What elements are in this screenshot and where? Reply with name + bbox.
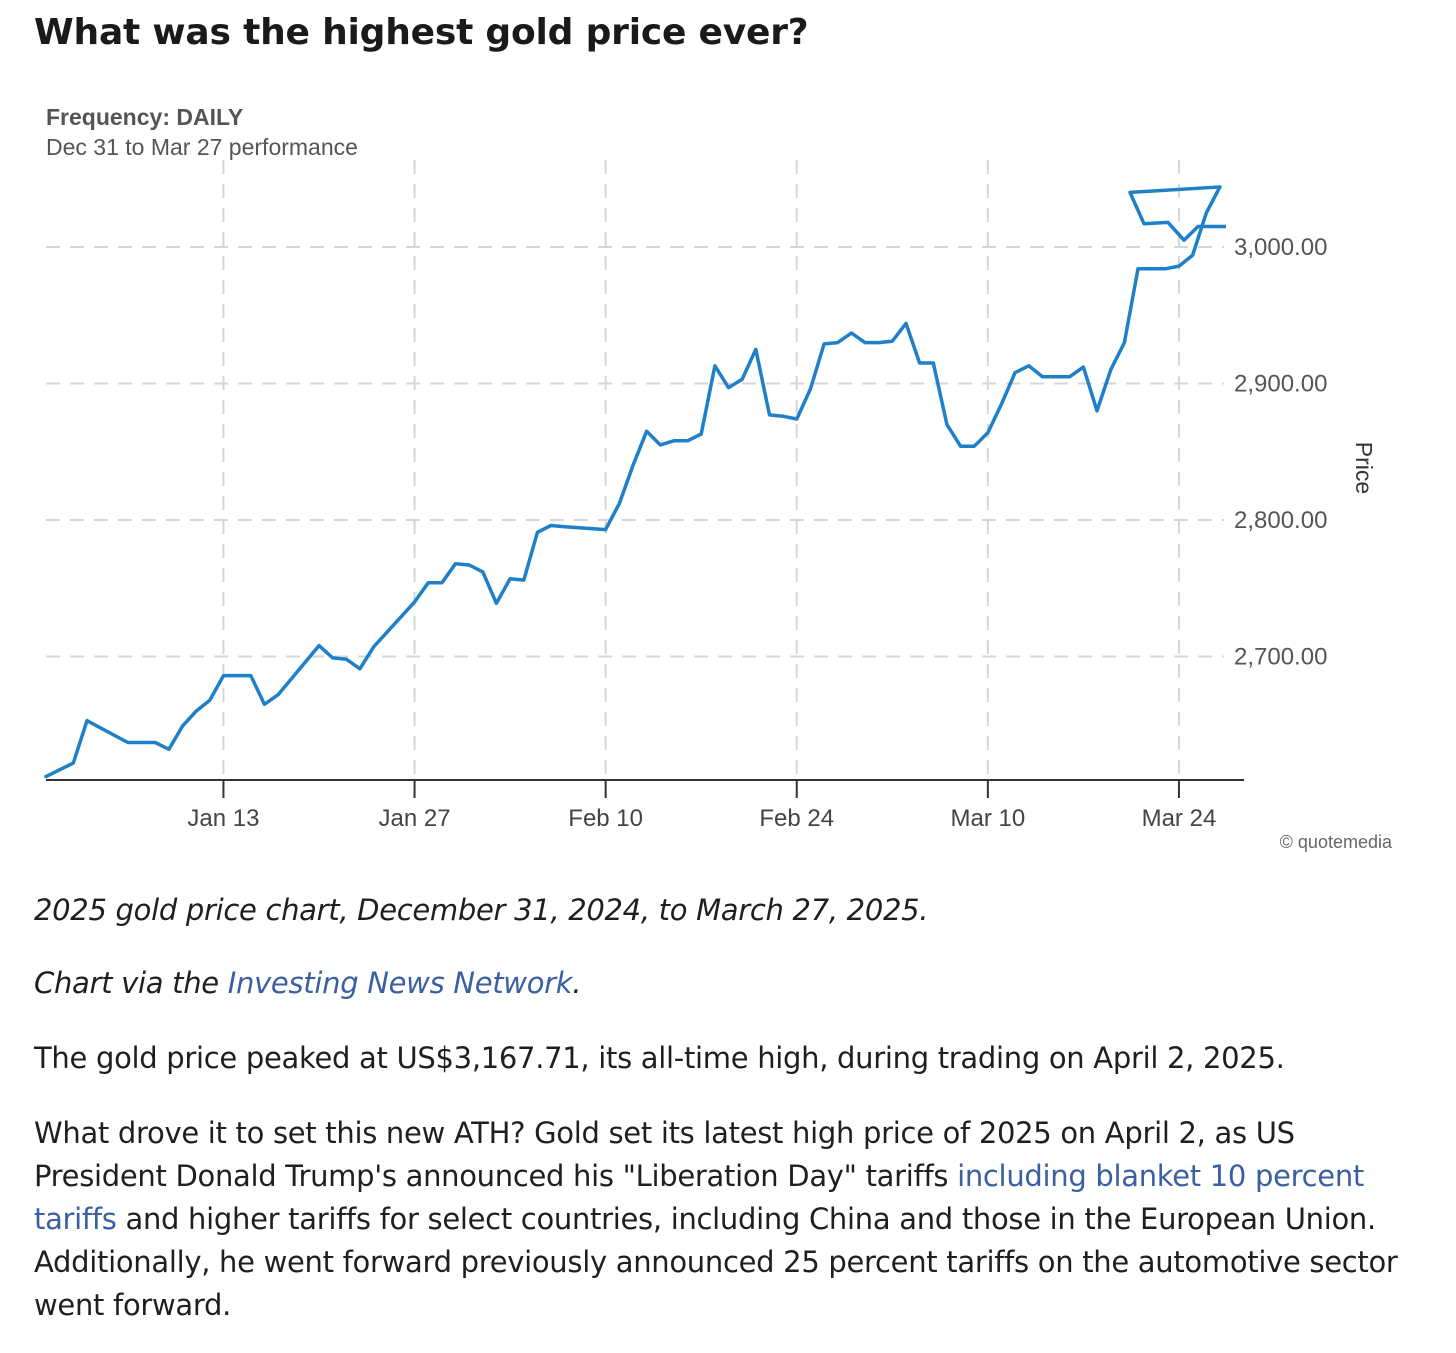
x-tick-label: Jan 13 bbox=[187, 805, 259, 832]
credit-suffix: . bbox=[572, 966, 582, 1000]
explanation-paragraph: What drove it to set this new ATH? Gold … bbox=[34, 1112, 1414, 1327]
credit-prefix: Chart via the bbox=[34, 966, 228, 1000]
gold-price-chart: Jan 13 Jan 27 Feb 10 Feb 24 Mar 10 Mar 24 3,0… bbox=[44, 104, 1393, 852]
x-axis-ticks: Jan 13 Jan 27 Feb 10 Feb 24 Mar 10 Mar 24 bbox=[187, 780, 1216, 832]
series-line-gold-price-tail bbox=[1128, 185, 1226, 242]
x-tick-label: Feb 10 bbox=[568, 805, 643, 832]
blanket-tariffs-link[interactable]: including blanket 10 percent tariffs bbox=[34, 1159, 1364, 1236]
page-heading: What was the highest gold price ever? bbox=[34, 12, 809, 53]
x-tick-label: Mar 10 bbox=[950, 805, 1025, 832]
chart-grid bbox=[46, 160, 1224, 780]
y-tick-label: 3,000.00 bbox=[1234, 234, 1327, 261]
x-tick-label: Feb 24 bbox=[759, 805, 834, 832]
peak-paragraph: The gold price peaked at US$3,167.71, it… bbox=[34, 1041, 1285, 1075]
x-tick-label: Mar 24 bbox=[1142, 805, 1217, 832]
series-line-gold-price bbox=[44, 185, 1222, 779]
chart-credit: © quotemedia bbox=[1280, 832, 1393, 852]
chart-credit-line: Chart via the Investing News Network. bbox=[34, 966, 582, 1000]
investing-news-network-link[interactable]: Investing News Network bbox=[227, 966, 573, 1000]
y-tick-label: 2,900.00 bbox=[1234, 371, 1327, 398]
explanation-text-2: and higher tariffs for select countries,… bbox=[34, 1202, 1398, 1322]
performance-label: Dec 31 to Mar 27 performance bbox=[46, 134, 358, 160]
explanation-text-1: What drove it to set this new ATH? Gold … bbox=[34, 1116, 1295, 1193]
x-tick-label: Jan 27 bbox=[379, 805, 451, 832]
chart-caption: 2025 gold price chart, December 31, 2024… bbox=[34, 893, 929, 927]
y-axis-ticks: 3,000.00 2,900.00 2,800.00 2,700.00 bbox=[1234, 234, 1327, 671]
y-axis-label: Price bbox=[1351, 442, 1377, 494]
y-tick-label: 2,800.00 bbox=[1234, 507, 1327, 534]
frequency-label: Frequency: DAILY bbox=[46, 104, 243, 130]
y-tick-label: 2,700.00 bbox=[1234, 644, 1327, 671]
